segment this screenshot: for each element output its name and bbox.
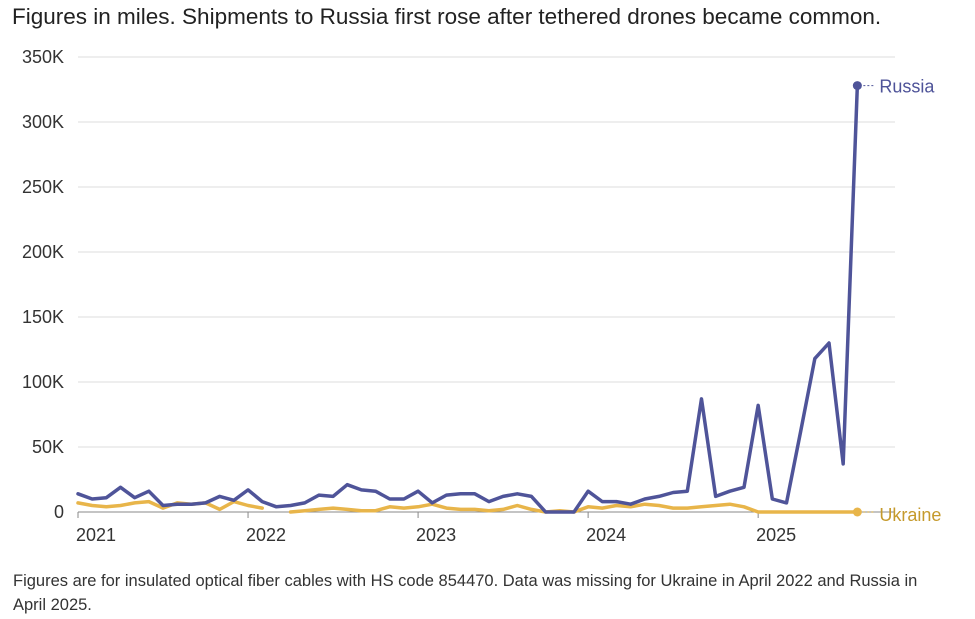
y-tick-label: 50K: [32, 437, 64, 457]
chart-title: Figures in miles. Shipments to Russia fi…: [12, 4, 882, 29]
x-tick-label: 2025: [756, 525, 796, 545]
y-tick-label: 200K: [22, 242, 64, 262]
y-tick-label: 100K: [22, 372, 64, 392]
y-tick-label: 250K: [22, 177, 64, 197]
series-label-ukraine: Ukraine: [879, 505, 941, 525]
y-tick-label: 150K: [22, 307, 64, 327]
x-tick-label: 2024: [586, 525, 626, 545]
series-endpoint-russia: [852, 81, 862, 91]
footnote: Figures are for insulated optical fiber …: [13, 572, 918, 614]
x-tick-label: 2023: [416, 525, 456, 545]
series-line-russia: [76, 83, 860, 514]
x-tick-label: 2022: [246, 525, 286, 545]
gridlines: [78, 56, 895, 448]
x-tick-label: 2021: [76, 525, 116, 545]
y-tick-label: 300K: [22, 112, 64, 132]
series-label-russia: Russia: [879, 77, 935, 97]
series-labels: Ukraine Russia: [852, 77, 941, 525]
y-tick-label: 350K: [22, 47, 64, 67]
line-chart: 0 50K 100K 150K 200K 250K 300K 350K 2021 2022 2023…: [22, 47, 941, 545]
series-endpoint-ukraine: [852, 507, 862, 517]
series-lines: [76, 83, 860, 514]
y-tick-label: 0: [54, 502, 64, 522]
